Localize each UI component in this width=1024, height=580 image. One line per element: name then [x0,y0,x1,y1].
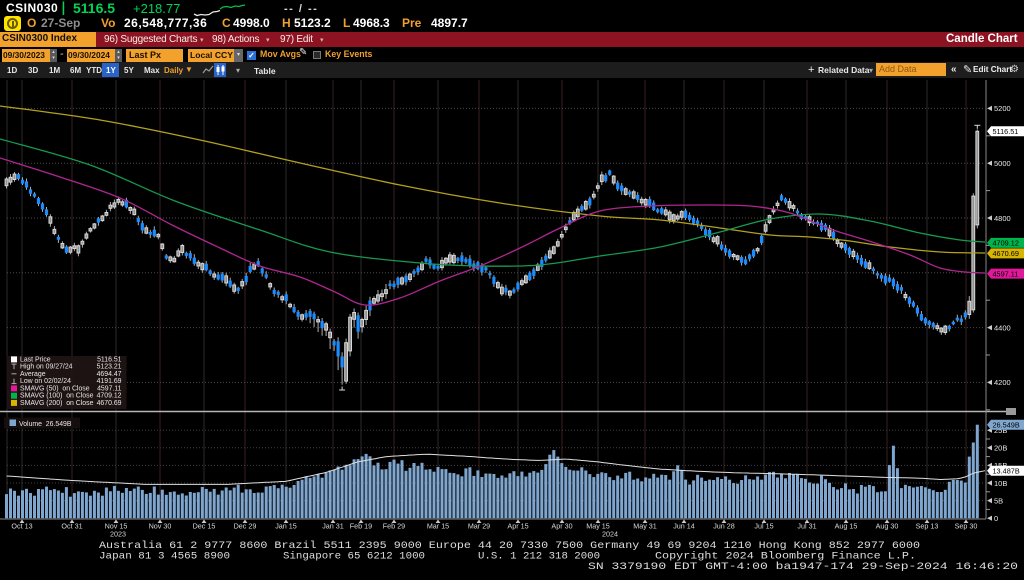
svg-text:Dec 15: Dec 15 [193,522,216,531]
svg-text:5123.21: 5123.21 [97,364,122,371]
svg-text:SN 3379190 EDT GMT-4:00 ba194: SN 3379190 EDT GMT-4:00 ba1947-174 29-Se… [588,561,1018,573]
svg-text:Apr 30: Apr 30 [551,522,572,531]
svg-text:4191.69: 4191.69 [97,378,122,385]
svg-text:2024: 2024 [602,530,618,539]
svg-text:Jan 15: Jan 15 [275,522,297,531]
svg-text:4670.69: 4670.69 [993,249,1019,258]
svg-text:Apr 15: Apr 15 [507,522,528,531]
svg-text:25B: 25B [994,426,1007,435]
svg-text:5000: 5000 [994,159,1011,168]
svg-text:Jul 15: Jul 15 [754,522,773,531]
svg-text:SMAVG (200) on Close: SMAVG (200) on Close [20,400,94,407]
svg-text:May 15: May 15 [586,522,610,531]
svg-text:Volume 26.549B: Volume 26.549B [19,421,72,428]
svg-text:May 31: May 31 [633,522,657,531]
svg-text:Jul 31: Jul 31 [797,522,816,531]
svg-text:Japan 81 3 4565 8900: Japan 81 3 4565 8900 [99,551,230,563]
svg-text:4597.11: 4597.11 [993,269,1019,278]
svg-text:4709.12: 4709.12 [993,239,1019,248]
svg-text:5116.51: 5116.51 [97,356,122,363]
svg-text:4800: 4800 [994,214,1011,223]
svg-text:5116.51: 5116.51 [993,127,1019,136]
svg-text:Oct 13: Oct 13 [11,522,32,531]
svg-text:5200: 5200 [994,104,1011,113]
svg-text:Australia 61 2 9777 8600 Brazi: Australia 61 2 9777 8600 Brazil 5511 239… [99,540,920,552]
svg-text:Aug 30: Aug 30 [876,522,899,531]
svg-text:Mar 29: Mar 29 [468,522,490,531]
svg-text:Jun 28: Jun 28 [713,522,735,531]
svg-text:13.487B: 13.487B [993,466,1020,475]
svg-text:SMAVG (100) on Close: SMAVG (100) on Close [20,393,94,400]
svg-text:2023: 2023 [110,530,126,539]
svg-text:Singapore 65 6212 1000: Singapore 65 6212 1000 [283,551,425,563]
svg-text:High on 09/27/24: High on 09/27/24 [20,364,73,371]
svg-text:26.549B: 26.549B [993,420,1020,429]
svg-text:0: 0 [994,514,998,523]
svg-text:U.S. 1 212 318 2000: U.S. 1 212 318 2000 [478,551,600,563]
svg-text:4670.69: 4670.69 [97,400,122,407]
svg-text:Aug 15: Aug 15 [835,522,858,531]
svg-text:Average: Average [20,371,46,378]
svg-text:Sep 30: Sep 30 [955,522,978,531]
svg-text:Low on 02/02/24: Low on 02/02/24 [20,378,71,385]
svg-text:4694.47: 4694.47 [97,371,122,378]
svg-text:Nov 30: Nov 30 [149,522,172,531]
svg-text:Dec 29: Dec 29 [234,522,257,531]
svg-text:Jan 31: Jan 31 [322,522,344,531]
svg-text:20B: 20B [994,444,1007,453]
svg-text:4400: 4400 [994,323,1011,332]
svg-text:4597.11: 4597.11 [97,385,122,392]
svg-text:Mar 15: Mar 15 [427,522,449,531]
svg-text:4200: 4200 [994,378,1011,387]
svg-text:5B: 5B [994,496,1003,505]
svg-text:Copyright 2024 Bloomberg Finan: Copyright 2024 Bloomberg Finance L.P. [655,551,916,563]
svg-text:Oct 31: Oct 31 [61,522,82,531]
svg-text:Last Price: Last Price [20,356,51,363]
svg-text:Jun 14: Jun 14 [673,522,695,531]
svg-text:SMAVG (50) on Close: SMAVG (50) on Close [20,385,90,392]
svg-text:Nov 15: Nov 15 [105,522,128,531]
svg-text:Feb 29: Feb 29 [383,522,405,531]
svg-text:Feb 19: Feb 19 [350,522,372,531]
svg-text:Sep 13: Sep 13 [916,522,939,531]
svg-text:10B: 10B [994,479,1007,488]
svg-text:4709.12: 4709.12 [97,393,122,400]
